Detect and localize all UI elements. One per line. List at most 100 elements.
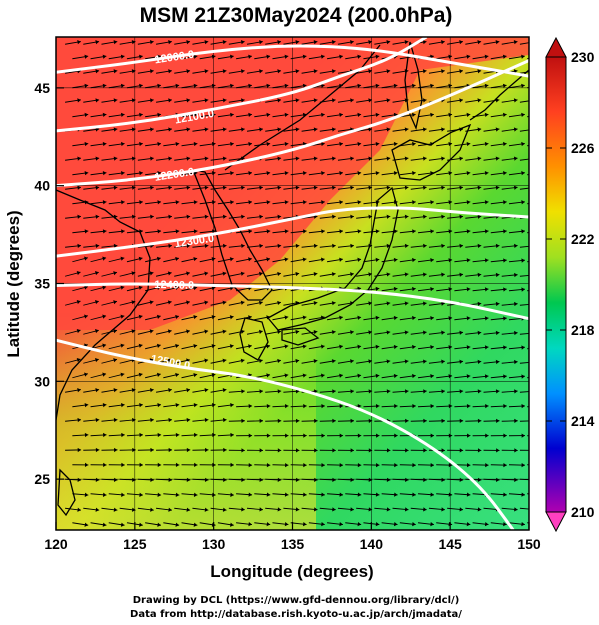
wind-arrowhead xyxy=(277,448,282,453)
wind-arrowhead xyxy=(139,112,143,118)
wind-arrowhead xyxy=(313,127,318,132)
wind-arrowhead xyxy=(211,286,216,291)
wind-arrowhead xyxy=(412,229,416,234)
wind-arrowhead xyxy=(332,507,336,512)
wind-arrowhead xyxy=(477,477,482,483)
wind-arrowhead xyxy=(259,300,263,305)
wind-arrowhead xyxy=(521,374,525,379)
wind-arrowhead xyxy=(422,330,427,335)
wind-arrowhead xyxy=(211,315,216,320)
wind-arrowhead xyxy=(102,492,107,497)
wind-arrowhead xyxy=(368,185,373,190)
wind-arrowhead xyxy=(368,507,373,512)
wind-arrowhead xyxy=(193,522,198,527)
wind-arrowhead xyxy=(386,507,391,512)
wind-arrowhead xyxy=(175,372,179,378)
wind-arrowhead xyxy=(357,141,362,147)
colorbar: 230 226 222 218 214 210 xyxy=(545,36,595,533)
wind-arrowhead xyxy=(240,358,245,363)
wind-arrowhead xyxy=(495,389,500,394)
wind-arrowhead xyxy=(313,507,318,512)
wind-arrowhead xyxy=(295,477,300,483)
wind-arrowhead xyxy=(393,141,398,147)
wind-arrowhead xyxy=(459,418,464,423)
wind-arrowhead xyxy=(466,374,471,379)
wind-arrowhead xyxy=(84,141,89,147)
wind-arrowhead xyxy=(495,359,500,365)
y-tick-label: 40 xyxy=(34,178,50,194)
wind-arrowhead xyxy=(131,507,136,512)
wind-arrowhead xyxy=(313,185,318,190)
wind-arrowhead xyxy=(448,54,453,59)
wind-arrowhead xyxy=(405,477,409,483)
wind-arrowhead xyxy=(430,462,435,468)
wind-arrowhead xyxy=(266,462,271,468)
wind-arrowhead xyxy=(532,98,536,102)
wind-arrowhead xyxy=(186,69,191,74)
wind-arrowhead xyxy=(186,388,191,393)
wind-arrowhead xyxy=(314,448,318,453)
wind-arrowhead xyxy=(495,127,500,132)
wind-arrowhead xyxy=(131,300,136,305)
wind-arrowhead xyxy=(448,287,453,292)
wind-arrowhead xyxy=(430,374,434,379)
wind-arrowhead xyxy=(502,83,507,88)
wind-arrowhead xyxy=(211,373,216,378)
wind-arrowhead xyxy=(532,127,536,131)
wind-arrowhead xyxy=(156,314,161,319)
wind-arrowhead xyxy=(375,257,380,263)
wind-arrowhead xyxy=(248,141,252,147)
wind-arrowhead xyxy=(193,229,198,234)
wind-arrowhead xyxy=(193,372,198,378)
wind-arrowhead xyxy=(84,229,89,234)
wind-arrowhead xyxy=(448,229,453,234)
wind-arrowhead xyxy=(441,448,445,453)
wind-streamline xyxy=(519,361,529,364)
wind-arrowhead xyxy=(503,374,507,379)
wind-arrowhead xyxy=(423,507,427,512)
wind-arrowhead xyxy=(241,389,245,394)
wind-arrowhead xyxy=(77,185,81,190)
wind-arrowhead xyxy=(350,418,354,423)
wind-arrowhead xyxy=(157,402,162,408)
wind-arrowhead xyxy=(521,403,525,409)
wind-arrowhead xyxy=(175,256,179,262)
wind-arrowhead xyxy=(103,462,107,468)
wind-arrowhead xyxy=(441,477,445,483)
wind-arrowhead xyxy=(495,301,500,307)
wind-arrowhead xyxy=(477,389,482,394)
wind-arrowhead xyxy=(321,433,325,438)
wind-arrowhead xyxy=(466,171,471,176)
wind-arrowhead xyxy=(313,300,318,306)
wind-arrowhead xyxy=(248,112,252,118)
wind-arrowhead xyxy=(477,301,482,306)
wind-arrowhead xyxy=(193,314,198,320)
wind-arrowhead xyxy=(532,360,536,364)
wind-arrowhead xyxy=(157,492,162,497)
wind-arrowhead xyxy=(477,156,482,161)
wind-arrowhead xyxy=(241,214,245,219)
wind-arrowhead xyxy=(120,314,125,319)
wind-arrowhead xyxy=(259,69,263,74)
wind-arrowhead xyxy=(102,141,107,147)
wind-arrowhead xyxy=(321,171,325,176)
wind-arrowhead xyxy=(484,229,489,234)
wind-arrowhead xyxy=(350,156,354,161)
wind-arrowhead xyxy=(484,141,489,147)
wind-arrowhead xyxy=(95,214,100,219)
wind-arrowhead xyxy=(375,522,380,527)
credit-drawing: Drawing by DCL (https://www.gfd-dennou.o… xyxy=(133,595,460,606)
wind-arrowhead xyxy=(94,329,99,334)
wind-arrowhead xyxy=(77,243,82,249)
wind-arrowhead xyxy=(484,171,489,176)
wind-arrowhead xyxy=(138,285,143,290)
wind-arrowhead xyxy=(357,492,362,497)
wind-arrowhead xyxy=(430,141,434,147)
wind-arrowhead xyxy=(77,447,82,453)
wind-arrowhead xyxy=(186,98,191,103)
wind-streamlines xyxy=(64,40,536,527)
wind-arrowhead xyxy=(95,477,100,483)
wind-arrowhead xyxy=(296,448,300,453)
wind-arrowhead xyxy=(248,54,252,59)
wind-arrowhead xyxy=(532,389,536,393)
